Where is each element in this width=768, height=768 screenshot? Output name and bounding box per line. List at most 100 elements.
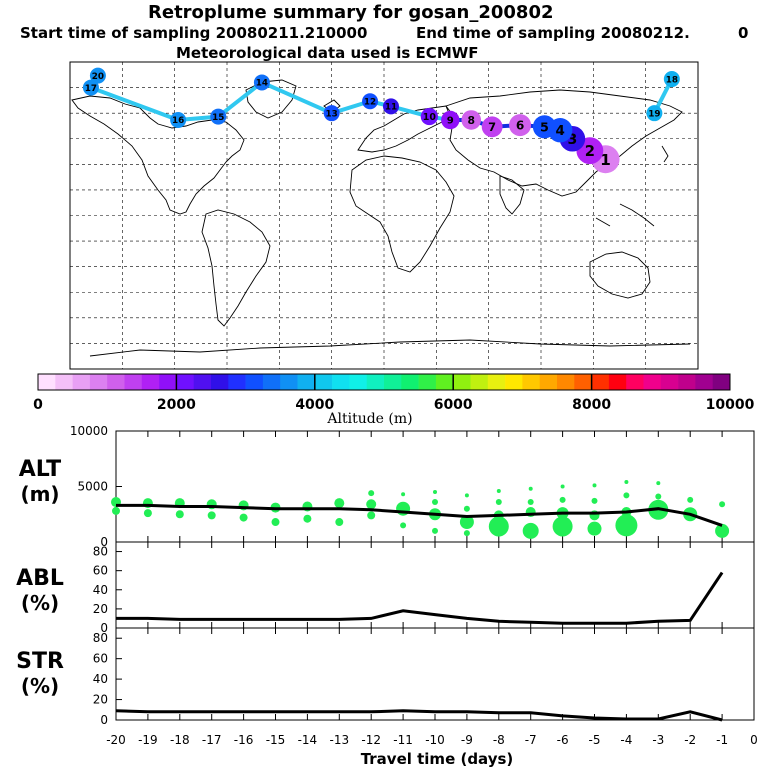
colorbar-frame (37, 373, 731, 391)
x-tick-label: -18 (170, 733, 190, 747)
plume-centroid: 16 (170, 111, 187, 128)
plume-centroid: 15 (210, 108, 227, 125)
colorbar-segment (107, 374, 125, 390)
alt-marker (592, 483, 597, 488)
colorbar-segment (349, 374, 367, 390)
sampling-start-time: Start time of sampling 20080211.210000 (20, 24, 368, 42)
alt-marker (719, 501, 726, 508)
plume-centroid-label: 3 (568, 132, 578, 148)
y-tick-label: 0 (100, 621, 108, 635)
alt-marker (367, 511, 376, 520)
coast-antarctica (89, 339, 691, 357)
plume-centroid-label: 20 (92, 72, 104, 82)
alt-marker (271, 518, 280, 527)
x-tick-label: -8 (493, 733, 505, 747)
x-tick-label: -3 (652, 733, 664, 747)
alt-marker (528, 486, 533, 491)
plume-centroid-marker (323, 105, 340, 122)
plume-centroid-label: 7 (488, 120, 496, 134)
colorbar-segment (72, 374, 91, 390)
colorbar-segment (470, 374, 489, 390)
plume-centroid: 5 (532, 115, 557, 139)
plume-centroid: 17 (82, 79, 99, 96)
panel-ylabel: STR (16, 649, 64, 674)
alt-marker (143, 509, 152, 518)
plume-centroid: 13 (323, 105, 340, 122)
colorbar-segment (55, 374, 73, 390)
alt-marker (560, 484, 565, 489)
x-tick-label: -20 (106, 733, 126, 747)
alt-marker (400, 522, 407, 529)
x-tick-label: -2 (684, 733, 696, 747)
panel-ylabel-unit: (%) (21, 674, 59, 698)
alt-marker (112, 506, 120, 515)
plume-centroid: 14 (253, 74, 270, 91)
series-line (116, 571, 724, 625)
colorbar-segment (643, 374, 662, 390)
coast-greenland (245, 79, 297, 119)
x-tick-label: -10 (425, 733, 445, 747)
alt-marker (463, 530, 470, 537)
plume-centroid: 18 (663, 71, 680, 88)
series-line (115, 709, 723, 722)
plume-centroid-label: 10 (423, 112, 437, 123)
plume-track-segment (88, 85, 181, 122)
colorbar-segment (505, 374, 523, 390)
plume-centroid-label: 5 (540, 120, 549, 135)
colorbar-segment (280, 374, 298, 390)
plume-track-segment (259, 80, 334, 116)
alt-marker (687, 496, 694, 503)
plume-centroid-label: 12 (364, 97, 376, 107)
plume-centroid-marker (509, 114, 532, 137)
colorbar-segment (435, 374, 454, 390)
plume-centroid-marker (420, 107, 438, 126)
plume-centroid: 8 (461, 110, 482, 130)
colorbar-segment (211, 374, 229, 390)
colorbar-segment (539, 374, 558, 390)
colorbar-segment (89, 374, 108, 390)
y-tick-label: 80 (93, 545, 108, 559)
colorbar-segment (418, 374, 437, 390)
y-tick-label: 60 (93, 564, 108, 578)
colorbar-tick-labels: 0 2000 4000 6000 8000 10000 (33, 374, 755, 413)
plume-centroid-marker (82, 79, 99, 96)
plume-centroid: 6 (509, 114, 532, 137)
plume-centroid-label: 19 (648, 109, 660, 119)
plume-centroid-marker (481, 116, 503, 138)
plume-centroid-marker (170, 111, 187, 128)
alt-marker (559, 496, 566, 503)
colorbar-segment (297, 374, 316, 390)
travel-time-axis: -20 -19 -18 -17 -16 -15 -14 -13 -12 -11 -10 -9 -8 -7-… (106, 733, 758, 747)
alt-marker (615, 514, 638, 537)
alt-marker (463, 505, 470, 512)
colorbar-segment (384, 374, 402, 390)
plume-centroid-marker (210, 108, 227, 125)
plume-centroid: 9 (441, 110, 460, 130)
colorbar-tick-label: 4000 (295, 397, 334, 413)
alt-marker (591, 497, 598, 504)
altitude-colorbar (37, 373, 731, 391)
colorbar-segment (228, 374, 246, 390)
meteorological-data-label: Meteorological data used is ECMWF (176, 44, 479, 62)
alt-marker (488, 516, 509, 537)
colorbar-segment (332, 374, 350, 390)
alt-marker (239, 513, 248, 522)
y-tick-label: 40 (93, 583, 108, 597)
y-tick-label: 0 (100, 535, 108, 549)
colorbar-segment (141, 374, 160, 390)
y-tick-label: 80 (93, 631, 108, 645)
colorbar-title: Altitude (m) (326, 411, 412, 427)
y-tick-label: 5000 (77, 480, 108, 494)
figure-title: Retroplume summary for gosan_200802 (148, 2, 554, 23)
colorbar-segment (522, 374, 540, 390)
colorbar-segment (695, 374, 713, 390)
colorbar-segment (262, 374, 281, 390)
colorbar-tick-label: 0 (33, 397, 43, 413)
plume-centroid-marker (382, 98, 399, 115)
x-tick-label: -14 (298, 733, 318, 747)
plume-track-segment (216, 80, 264, 119)
alt-marker (527, 499, 534, 506)
x-tick-label: -12 (361, 733, 381, 747)
coast-islands (323, 99, 669, 227)
